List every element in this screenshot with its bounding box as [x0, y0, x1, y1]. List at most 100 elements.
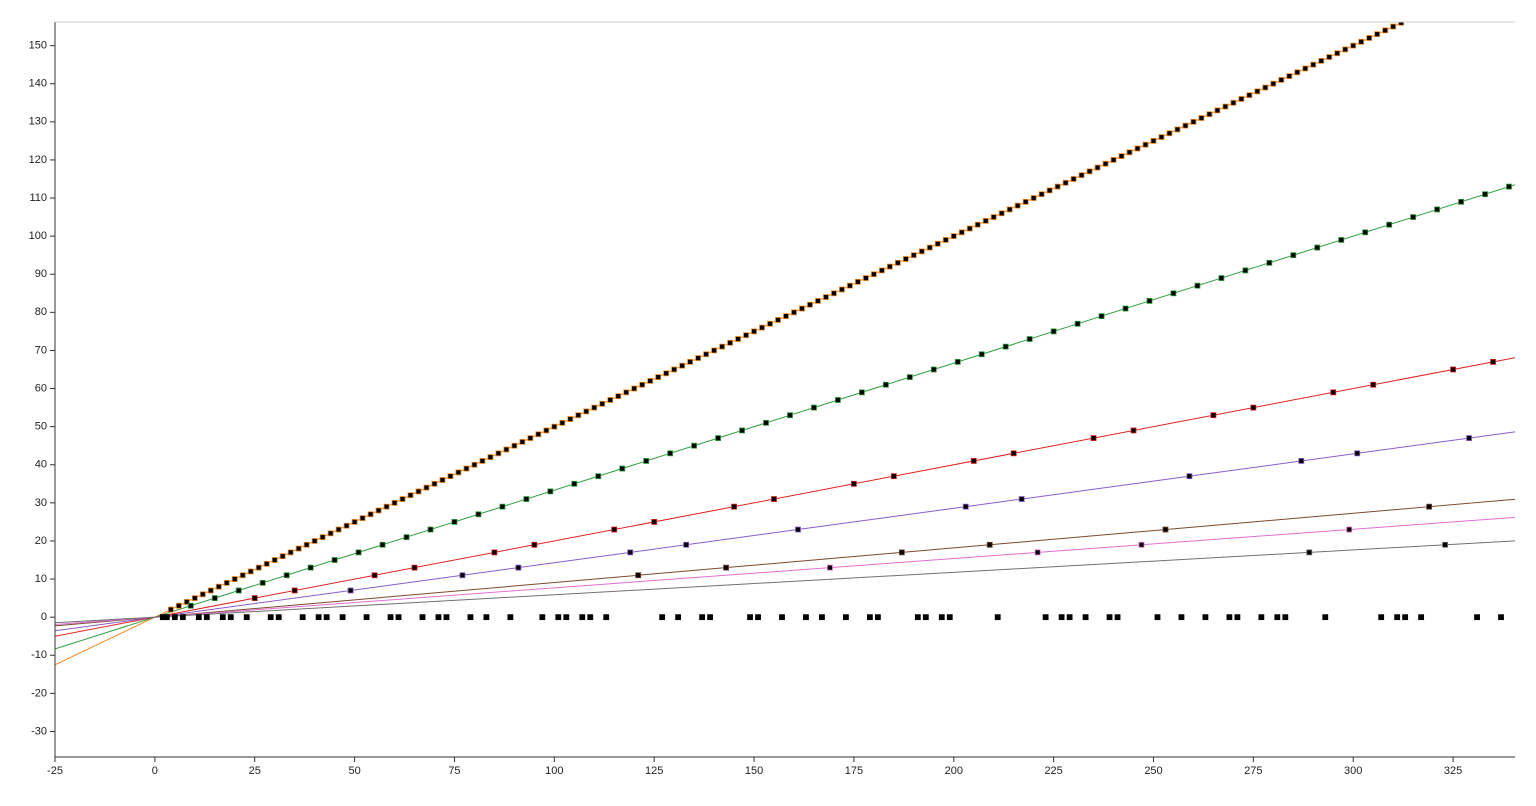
- y-tick-label: 30: [35, 497, 47, 509]
- data-point: [847, 282, 853, 289]
- data-point: [839, 286, 845, 293]
- data-point: [755, 614, 761, 621]
- data-point: [207, 587, 214, 594]
- data-point: [1066, 614, 1073, 621]
- data-point: [531, 541, 538, 548]
- y-tick-label: 110: [29, 192, 47, 204]
- data-point: [1182, 122, 1189, 129]
- data-point: [1070, 176, 1077, 182]
- data-point: [255, 564, 262, 571]
- data-point: [247, 568, 254, 575]
- data-point: [375, 507, 382, 514]
- data-point: [1442, 541, 1448, 548]
- data-point: [495, 450, 502, 457]
- data-point: [1246, 92, 1253, 99]
- data-point: [946, 614, 953, 621]
- data-point: [791, 309, 797, 316]
- data-point: [163, 614, 170, 621]
- data-point: [483, 614, 490, 621]
- data-point: [1370, 381, 1377, 388]
- data-point: [1210, 412, 1217, 419]
- series-line: [55, 498, 1515, 627]
- data-point: [659, 614, 666, 621]
- data-point: [339, 614, 346, 621]
- data-point: [1046, 187, 1053, 194]
- data-point: [795, 526, 801, 533]
- y-tick-label: 90: [35, 268, 47, 280]
- data-point: [615, 393, 622, 400]
- data-point: [767, 320, 773, 327]
- data-point: [1202, 614, 1209, 621]
- data-point: [223, 579, 230, 586]
- data-point: [327, 530, 334, 537]
- data-point: [235, 587, 242, 594]
- data-point: [703, 351, 710, 358]
- data-point: [195, 614, 202, 621]
- data-point: [1386, 221, 1393, 228]
- data-point: [930, 366, 937, 373]
- data-point: [1090, 435, 1097, 441]
- data-point: [1098, 313, 1105, 320]
- data-point: [1230, 99, 1237, 106]
- data-point: [1326, 54, 1333, 60]
- data-point: [619, 465, 626, 472]
- data-point: [878, 267, 885, 274]
- series-line: [55, 431, 1515, 632]
- data-point: [1154, 614, 1161, 621]
- data-point: [1466, 435, 1472, 441]
- y-tick-label: 70: [35, 344, 47, 356]
- data-point: [219, 614, 226, 621]
- data-point: [1022, 198, 1029, 205]
- data-point: [623, 389, 630, 396]
- data-point: [1286, 73, 1293, 80]
- data-point: [583, 408, 590, 415]
- data-point: [751, 328, 757, 335]
- data-point: [990, 214, 997, 220]
- data-point: [1398, 22, 1405, 26]
- x-tick-label: 50: [348, 765, 360, 777]
- data-point: [403, 534, 410, 541]
- x-tick-label: 125: [645, 765, 663, 777]
- data-point: [815, 298, 821, 304]
- data-point: [823, 294, 829, 301]
- data-point: [1274, 614, 1281, 621]
- data-point: [1434, 206, 1441, 213]
- data-point: [183, 599, 190, 605]
- data-point: [1298, 458, 1305, 464]
- x-tick-label: 0: [152, 765, 158, 777]
- data-point: [1270, 80, 1277, 87]
- data-point: [527, 435, 534, 441]
- data-point: [1194, 282, 1201, 289]
- data-point: [1382, 27, 1389, 34]
- data-point: [1118, 153, 1125, 160]
- data-point: [1342, 46, 1349, 53]
- data-point: [431, 480, 438, 487]
- data-point: [739, 427, 745, 434]
- data-point: [1206, 111, 1213, 118]
- data-point: [699, 614, 706, 621]
- data-point: [171, 614, 178, 621]
- data-point: [1178, 614, 1185, 621]
- data-point: [391, 499, 398, 506]
- data-point: [275, 614, 282, 621]
- data-point: [1334, 50, 1341, 57]
- data-point: [475, 511, 482, 518]
- data-point: [523, 496, 530, 502]
- data-point: [1174, 126, 1181, 133]
- data-point: [311, 538, 318, 544]
- y-tick-label: 40: [35, 459, 47, 471]
- data-point: [707, 614, 714, 621]
- data-point: [167, 606, 174, 613]
- x-tick-label: -25: [47, 765, 63, 777]
- data-point: [855, 278, 861, 285]
- y-tick-label: -20: [31, 687, 47, 699]
- data-point: [862, 275, 869, 281]
- data-point: [851, 480, 857, 487]
- y-tick-label: 80: [35, 306, 47, 318]
- data-point: [874, 614, 881, 621]
- data-point: [1138, 541, 1145, 548]
- data-point: [747, 614, 753, 621]
- data-point: [243, 614, 250, 621]
- data-point: [835, 397, 841, 403]
- data-point: [807, 301, 813, 308]
